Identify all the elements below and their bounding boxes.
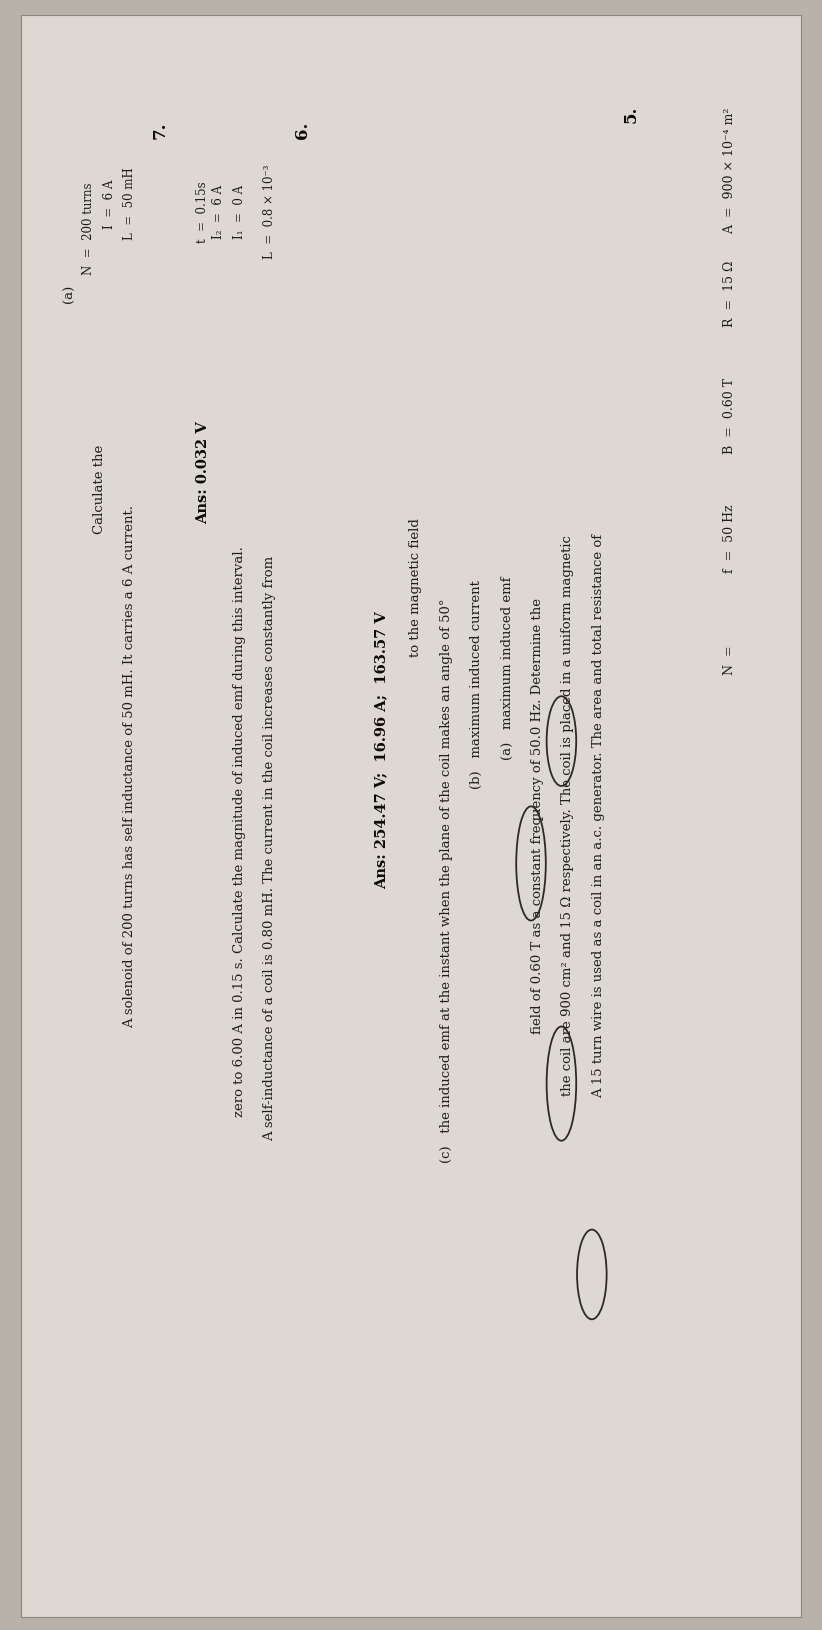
Text: L  =  50 mH: L = 50 mH [123,168,136,240]
Text: I₁  =  0 A: I₁ = 0 A [233,184,246,240]
Text: A  =  900 × 10⁻⁴ m²: A = 900 × 10⁻⁴ m² [723,108,737,235]
Text: zero to 6.00 A in 0.15 s. Calculate the magnitude of induced emf during this int: zero to 6.00 A in 0.15 s. Calculate the … [233,546,246,1117]
Text: I₂  =  6 A: I₂ = 6 A [212,184,225,240]
Text: A 15 turn wire is used as a coil in an a.c. generator. The area and total resist: A 15 turn wire is used as a coil in an a… [592,533,605,1097]
Text: B  =  0.60 T: B = 0.60 T [723,378,737,453]
Text: L  =  0.8 × 10⁻³: L = 0.8 × 10⁻³ [263,165,276,259]
Text: 5.: 5. [623,106,640,122]
Text: the coil are 900 cm² and 15 Ω respectively. The coil is placed in a uniform magn: the coil are 900 cm² and 15 Ω respective… [561,535,575,1095]
Text: 7.: 7. [152,122,169,139]
Text: R  =  15 Ω: R = 15 Ω [723,261,737,326]
Text: to the magnetic field: to the magnetic field [409,517,423,657]
Text: N  =  200 turns: N = 200 turns [82,183,95,274]
Text: A self-inductance of a coil is 0.80 mH. The current in the coil increases consta: A self-inductance of a coil is 0.80 mH. … [263,556,276,1139]
Text: 6.: 6. [294,122,312,139]
Text: (c)   the induced emf at the instant when the plane of the coil makes an angle o: (c) the induced emf at the instant when … [440,598,453,1162]
Text: f  =  50 Hz: f = 50 Hz [723,504,737,572]
Text: (b)   maximum induced current: (b) maximum induced current [470,580,483,789]
Text: Ans: 0.032 V: Ans: 0.032 V [196,422,210,523]
Text: t  =  0.15s: t = 0.15s [196,181,209,243]
Text: (a)   maximum induced emf: (a) maximum induced emf [501,577,514,760]
Text: A solenoid of 200 turns has self inductance of 50 mH. It carries a 6 A current.: A solenoid of 200 turns has self inducta… [123,505,136,1027]
Text: field of 0.60 T as a constant frequency of 50.0 Hz. Determine the: field of 0.60 T as a constant frequency … [531,597,544,1033]
Text: Calculate the: Calculate the [93,445,106,533]
Text: (a): (a) [62,284,76,303]
Text: Ans: 254.47 V;  16.96 A;  163.57 V: Ans: 254.47 V; 16.96 A; 163.57 V [374,611,388,888]
Text: I  =  6 A: I = 6 A [103,179,116,228]
Text: N  =: N = [723,645,737,675]
